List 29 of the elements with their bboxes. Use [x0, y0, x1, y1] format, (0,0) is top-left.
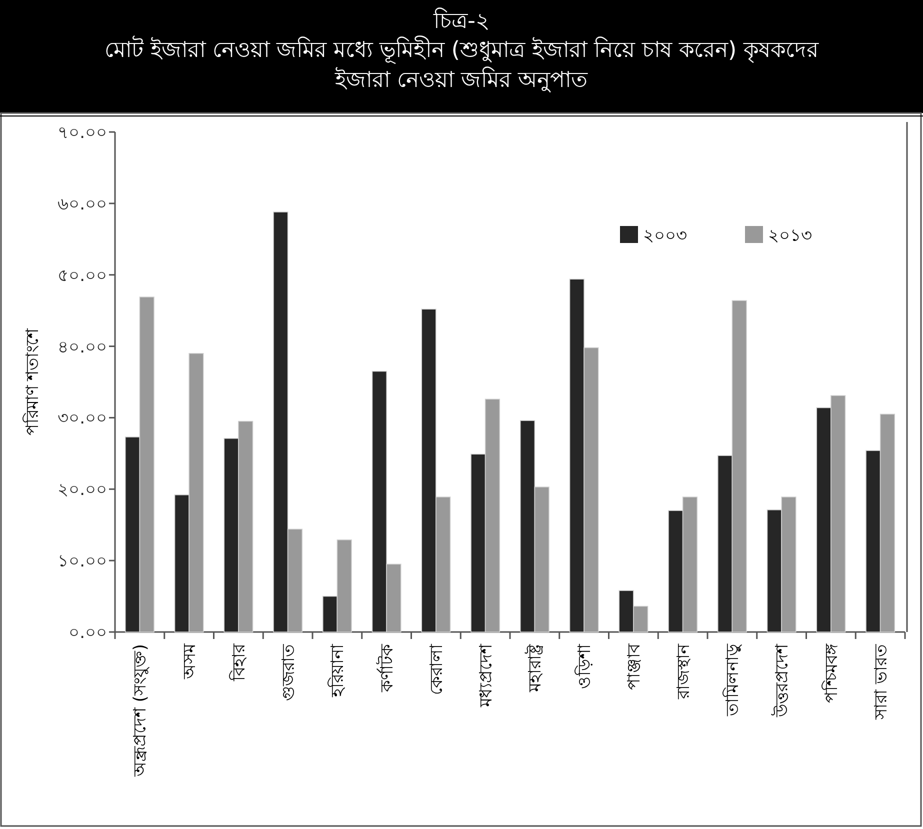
y-tick-label: ০.০০	[68, 623, 107, 643]
y-tick-label: ২০.০০	[58, 480, 107, 500]
x-tick-label: গুজরাত	[278, 644, 299, 701]
legend-label: ২০১৩	[768, 226, 812, 246]
x-tick-label: হরিয়ানা	[327, 643, 348, 698]
x-tick-label: কর্ণাটক	[376, 643, 398, 693]
x-tick-label: মধ্যপ্রদেশ	[476, 643, 496, 708]
x-tick-label: কেরালা	[426, 643, 447, 695]
x-tick-label: পাঞ্জাব	[624, 643, 644, 690]
x-tick-label: ওড়িশা	[574, 643, 596, 689]
legend-label: ২০০৩	[643, 226, 687, 246]
y-tick-label: ৫০.০০	[58, 266, 107, 286]
y-tick-label: ৪০.০০	[58, 337, 107, 358]
y-tick-label: ৭০.০০	[58, 123, 107, 143]
x-tick-label: সারা ভারত	[871, 644, 892, 720]
x-tick-label: রাজস্থান	[674, 643, 694, 700]
y-axis-title: পরিমাণ শতাংশে	[22, 327, 43, 436]
y-tick-label: ৩০.০০	[58, 408, 107, 429]
x-tick-label: পশ্চিমবঙ্গ	[820, 643, 842, 703]
x-tick-label: তামিলনাড়ু	[722, 643, 744, 717]
x-tick-label: উত্তরপ্রদেশ	[772, 643, 793, 718]
x-tick-label: অন্ধ্রপ্রদেশ (সংযুক্ত)	[130, 644, 151, 778]
x-tick-label: অসম	[180, 643, 200, 680]
x-tick-label: বিহার	[228, 643, 250, 682]
y-tick-label: ৬০.০০	[58, 194, 107, 214]
y-tick-label: ১০.০০	[58, 552, 107, 572]
x-tick-label: মহারাষ্ট্র	[524, 643, 546, 693]
chart-subtitle: মোট ইজারা নেওয়া জমির মধ্যে ভূমিহীন (শুধুমাত্র ইজারা নিয়ে চাষ করেন) কৃষকদের ইজারা নেওয়া জমির অনুপাত	[103, 36, 820, 95]
chart-title: চিত্র-২	[432, 8, 490, 36]
